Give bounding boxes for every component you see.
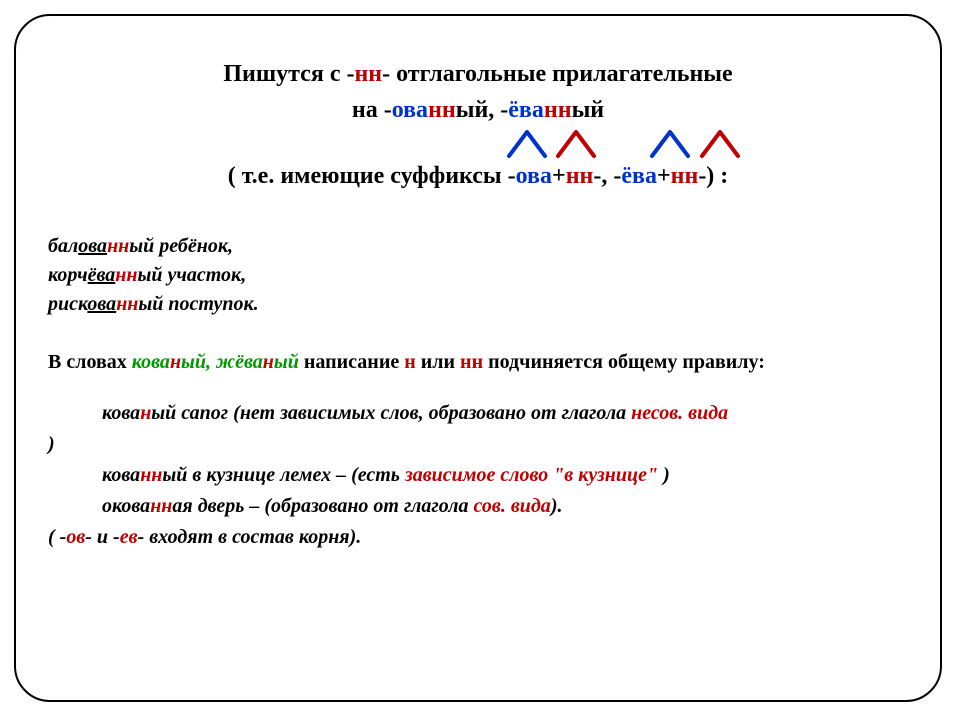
subtitle-text: ( т.е. имеющие суффиксы - bbox=[228, 163, 516, 189]
rule-green: ый, bbox=[181, 351, 216, 373]
rule-ex-text: ая дверь – (образовано от глагола bbox=[172, 495, 473, 517]
rule-ex-red: н bbox=[140, 402, 151, 424]
title-red: нн bbox=[354, 61, 382, 87]
ex-suffix-ova: ова bbox=[87, 293, 116, 315]
rule-note-text: - входят в состав корня). bbox=[138, 526, 362, 548]
title-text: - отглагольные прилагательные bbox=[382, 61, 733, 87]
rule-ex-red: нн bbox=[150, 495, 172, 517]
title-blue: ова bbox=[392, 97, 428, 123]
title-text: Пишутся с - bbox=[223, 61, 354, 87]
rule-paragraph: В словах кованый, жёваный написание н ил… bbox=[48, 347, 908, 378]
indent bbox=[48, 402, 102, 424]
spacer bbox=[48, 378, 908, 398]
rule-text: или bbox=[416, 351, 460, 373]
subtitle-blue: ёва bbox=[621, 163, 657, 189]
rule-red: н bbox=[170, 351, 181, 373]
rule-ex-text: окова bbox=[102, 495, 150, 517]
title-red: нн bbox=[428, 97, 456, 123]
rule-text: написание bbox=[299, 351, 404, 373]
title-block: Пишутся с -нн- отглагольные прилагательн… bbox=[48, 56, 908, 128]
rule-note-line: ( -ов- и -ев- входят в состав корня). bbox=[48, 522, 908, 553]
caret-icon bbox=[507, 128, 547, 158]
rule-ex-text: ) bbox=[48, 433, 55, 455]
rule-ex-text: ) bbox=[663, 464, 670, 486]
title-red: нн bbox=[544, 97, 572, 123]
rule-note-text: ( - bbox=[48, 526, 66, 548]
ex-nn: нн bbox=[107, 235, 129, 257]
title-text: ый, - bbox=[456, 97, 509, 123]
subtitle-blue: ова bbox=[516, 163, 552, 189]
caret-row bbox=[48, 122, 908, 162]
ex-suffix-ova: ова bbox=[78, 235, 107, 257]
rule-example-line: кованный в кузнице лемех – (есть зависим… bbox=[48, 460, 908, 491]
example-line: корчёванный участок, bbox=[48, 261, 908, 290]
rule-green: кова bbox=[132, 351, 170, 373]
caret-icon bbox=[556, 128, 596, 158]
ex-text: бал bbox=[48, 235, 78, 257]
rule-ex-text: ). bbox=[551, 495, 563, 517]
rule-block: В словах кованый, жёваный написание н ил… bbox=[48, 347, 908, 553]
rule-ex-red: сов. вида bbox=[474, 495, 551, 517]
subtitle-text: -, - bbox=[593, 163, 621, 189]
rule-ex-red: нн bbox=[140, 464, 162, 486]
example-line: балованный ребёнок, bbox=[48, 232, 908, 261]
rule-note-red: ев bbox=[120, 526, 138, 548]
ex-text: ый участок, bbox=[138, 264, 247, 286]
indent bbox=[48, 464, 102, 486]
subtitle-text: -) : bbox=[698, 163, 728, 189]
rule-example-line: кованый сапог (нет зависимых слов, образ… bbox=[48, 398, 908, 460]
rule-green: жёва bbox=[216, 351, 263, 373]
ex-text: ый поступок. bbox=[138, 293, 258, 315]
rule-green: ый bbox=[274, 351, 299, 373]
rule-text: подчиняется общему правилу: bbox=[483, 351, 765, 373]
rule-example-line: окованная дверь – (образовано от глагола… bbox=[48, 491, 908, 522]
rule-note-text: - и - bbox=[85, 526, 119, 548]
slide-frame: Пишутся с -нн- отглагольные прилагательн… bbox=[14, 14, 942, 702]
ex-text: риск bbox=[48, 293, 87, 315]
rule-ex-text: ый сапог (нет зависимых слов, образовано… bbox=[151, 402, 631, 424]
rule-ex-red: несов. вида bbox=[631, 402, 728, 424]
ex-nn: нн bbox=[116, 293, 138, 315]
rule-text: В словах bbox=[48, 351, 132, 373]
rule-ex-text: кова bbox=[102, 464, 140, 486]
ex-text: ый ребёнок, bbox=[129, 235, 233, 257]
title-blue: ёва bbox=[508, 97, 544, 123]
rule-red: н bbox=[404, 351, 416, 373]
rule-ex-red: зависимое слово "в кузнице" bbox=[405, 464, 663, 486]
ex-nn: нн bbox=[115, 264, 137, 286]
subtitle-red: нн bbox=[671, 163, 699, 189]
ex-text: корч bbox=[48, 264, 88, 286]
subtitle-text: + bbox=[657, 163, 671, 189]
title-text: ый bbox=[572, 97, 605, 123]
examples-block: балованный ребёнок, корчёванный участок,… bbox=[48, 232, 908, 319]
subtitle-block: ( т.е. имеющие суффиксы -ова+нн-, -ёва+н… bbox=[48, 158, 908, 194]
ex-suffix-eva: ёва bbox=[88, 264, 116, 286]
rule-ex-text: ый в кузнице лемех – (есть bbox=[162, 464, 405, 486]
indent bbox=[48, 495, 102, 517]
title-text: на - bbox=[352, 97, 392, 123]
subtitle-red: нн bbox=[566, 163, 594, 189]
subtitle-text: + bbox=[552, 163, 566, 189]
caret-icon bbox=[650, 128, 690, 158]
rule-red: н bbox=[263, 351, 274, 373]
rule-red: нн bbox=[460, 351, 483, 373]
rule-ex-text: кова bbox=[102, 402, 140, 424]
example-line: рискованный поступок. bbox=[48, 290, 908, 319]
caret-icon bbox=[700, 128, 740, 158]
rule-note-red: ов bbox=[66, 526, 85, 548]
